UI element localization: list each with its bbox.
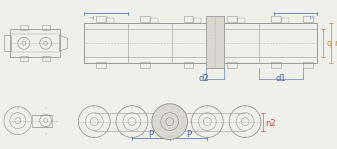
Bar <box>20 25 28 30</box>
Text: n2: n2 <box>265 119 276 128</box>
Bar <box>303 62 312 68</box>
Bar <box>84 23 317 63</box>
Bar <box>20 56 28 61</box>
Bar <box>4 35 11 51</box>
Bar <box>150 18 158 23</box>
Bar <box>303 16 312 22</box>
Bar <box>140 16 150 22</box>
Text: ⊣: ⊣ <box>88 16 94 21</box>
Bar <box>237 18 245 23</box>
Circle shape <box>152 104 187 139</box>
Text: d2: d2 <box>198 74 209 83</box>
Bar <box>42 56 50 61</box>
Bar <box>32 115 52 127</box>
Text: q: q <box>327 39 332 48</box>
Text: r: r <box>334 39 337 48</box>
Bar <box>281 18 289 23</box>
Bar <box>206 16 224 68</box>
Bar <box>271 62 281 68</box>
Bar <box>42 25 50 30</box>
Bar <box>184 16 193 22</box>
Bar <box>96 62 106 68</box>
Text: P: P <box>148 131 153 139</box>
Bar <box>184 62 193 68</box>
Bar <box>106 18 114 23</box>
Bar <box>96 16 106 22</box>
Bar <box>227 16 237 22</box>
Bar <box>140 62 150 68</box>
Bar <box>193 18 202 23</box>
Text: P: P <box>186 131 191 139</box>
Text: ⊢: ⊢ <box>310 16 315 21</box>
Bar <box>271 16 281 22</box>
Text: d1: d1 <box>275 74 286 83</box>
Bar <box>10 29 60 57</box>
Bar <box>227 62 237 68</box>
